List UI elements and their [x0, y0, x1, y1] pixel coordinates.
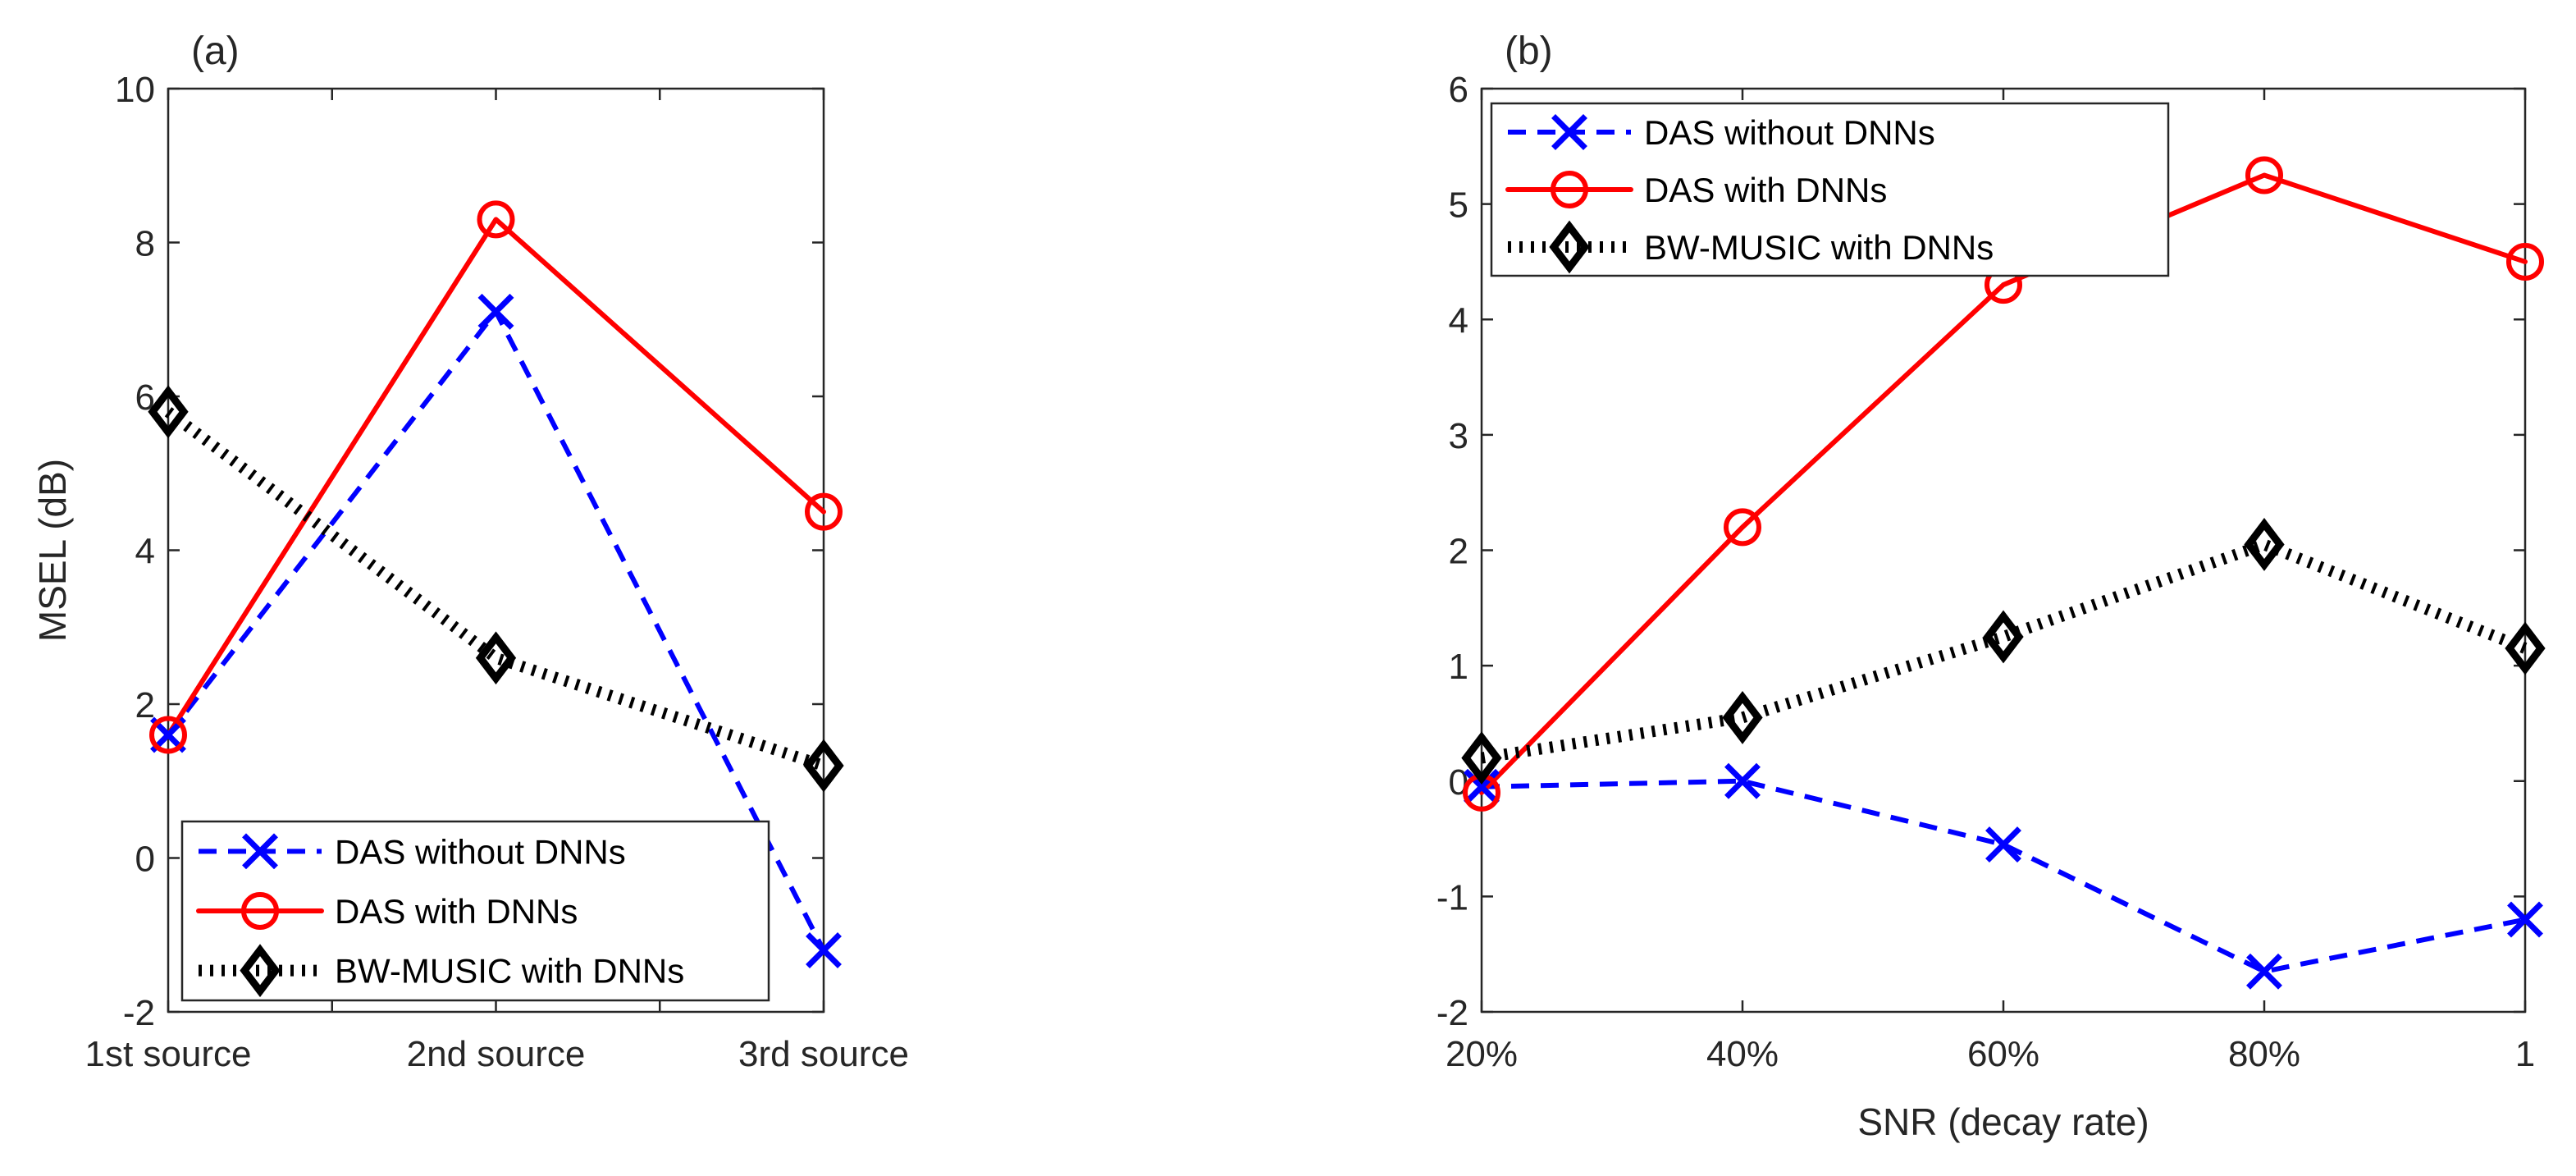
data-point-marker: [150, 716, 186, 753]
y-tick-label: 2: [1449, 532, 1468, 572]
data-point-marker: [2505, 621, 2546, 675]
data-point-marker: [477, 293, 514, 330]
series-line: [166, 217, 826, 738]
data-point-marker: [148, 385, 189, 439]
x-tick-label: 40%: [1706, 1034, 1779, 1074]
data-point-marker: [2507, 901, 2543, 938]
series-line: [1479, 172, 2528, 795]
legend-marker: [242, 833, 278, 870]
x-tick-label: 60%: [1967, 1034, 2039, 1074]
y-tick-label: 8: [135, 224, 155, 264]
data-point-marker: [2244, 518, 2285, 571]
y-axis-label: MSEL (dB): [31, 459, 74, 642]
legend-marker: [1551, 171, 1588, 208]
legend-label: BW-MUSIC with DNNs: [1644, 228, 1994, 267]
y-tick-label: -1: [1436, 877, 1468, 917]
data-point-marker: [475, 631, 517, 685]
data-point-marker: [2245, 156, 2283, 194]
y-tick-label: 4: [135, 532, 155, 572]
y-tick-label: 4: [1449, 300, 1468, 341]
legend-marker: [1551, 114, 1587, 150]
x-tick-label: 1: [2515, 1034, 2535, 1074]
x-tick-label: 3rd source: [738, 1034, 909, 1074]
x-tick-label: 20%: [1446, 1034, 1518, 1074]
y-tick-label: 3: [1449, 416, 1468, 456]
legend-marker: [1549, 220, 1590, 274]
x-tick-label: 2nd source: [407, 1034, 586, 1074]
data-point-marker: [806, 932, 842, 968]
legend: DAS without DNNs DAS with DNNs BW-MUSIC wi…: [180, 820, 770, 1002]
data-point-marker: [1461, 731, 1502, 785]
data-point-marker: [2246, 953, 2282, 990]
legend-label: DAS with DNNs: [335, 892, 578, 931]
legend-label: DAS without DNNs: [335, 832, 626, 871]
panel-label: (b): [1505, 30, 1553, 73]
x-tick-label: 80%: [2228, 1034, 2300, 1074]
y-tick-label: 5: [1449, 185, 1468, 226]
data-point-marker: [1724, 508, 1761, 547]
series-line: [1480, 538, 2528, 764]
data-point-marker: [1722, 690, 1763, 744]
y-tick-label: -2: [123, 993, 155, 1033]
data-point-marker: [149, 716, 187, 754]
y-tick-label: 10: [115, 70, 155, 110]
legend: DAS without DNNs DAS with DNNs BW-MUSIC wi…: [1490, 102, 2170, 277]
y-tick-label: 0: [135, 840, 155, 880]
data-point-marker: [803, 739, 844, 793]
y-tick-label: -2: [1436, 993, 1468, 1033]
data-point-marker: [2506, 242, 2544, 281]
legend-marker: [241, 892, 279, 930]
data-point-marker: [1724, 762, 1761, 799]
data-point-marker: [1985, 826, 2021, 863]
legend-label: DAS with DNNs: [1644, 171, 1887, 209]
y-tick-label: 1: [1449, 647, 1468, 687]
x-tick-label: 1st source: [85, 1034, 252, 1074]
data-point-marker: [805, 492, 843, 531]
y-tick-label: 2: [135, 685, 155, 725]
data-point-marker: [1983, 610, 2024, 664]
legend-label: DAS without DNNs: [1644, 113, 1935, 152]
data-point-marker: [477, 200, 515, 239]
panel-label: (a): [191, 30, 240, 73]
y-tick-label: 6: [1449, 70, 1468, 110]
x-axis-label: SNR (decay rate): [1857, 1100, 2149, 1143]
legend-marker: [240, 944, 281, 998]
legend-label: BW-MUSIC with DNNs: [335, 952, 684, 991]
